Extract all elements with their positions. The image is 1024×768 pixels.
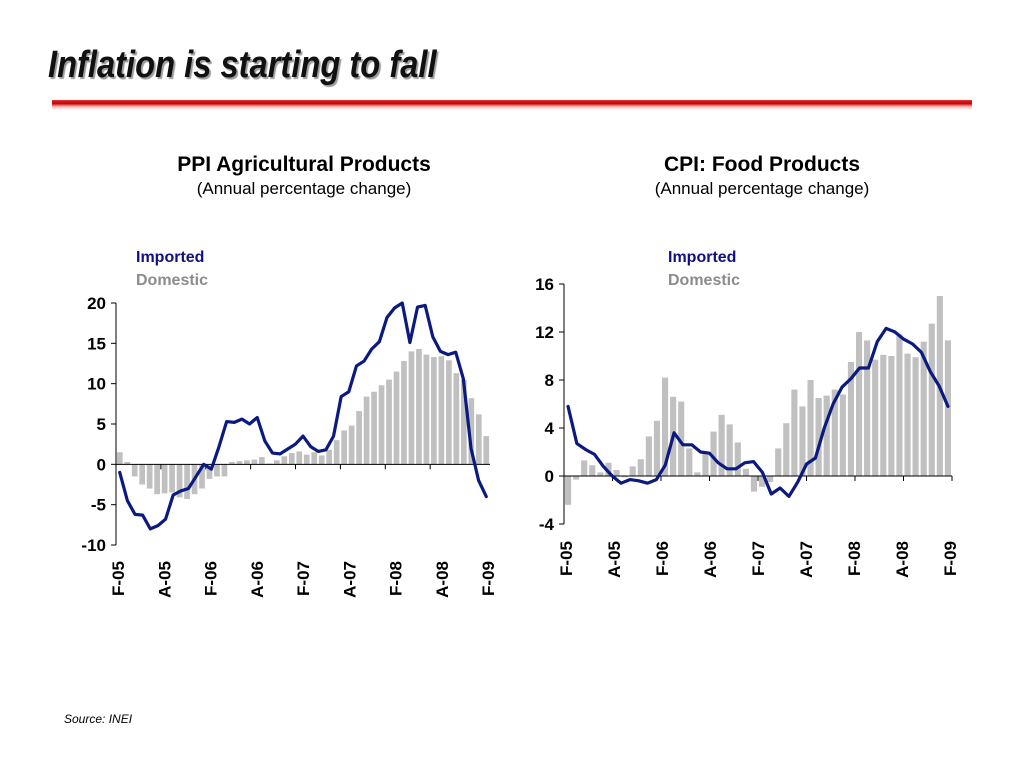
ppi-legend: Imported Domestic: [136, 246, 208, 292]
ppi-domestic-bar: [326, 449, 333, 465]
ppi-x-tick-label: A-08: [433, 561, 452, 598]
ppi-legend-imported: Imported: [136, 249, 205, 266]
ppi-domestic-bar: [116, 452, 123, 465]
ppi-domestic-bar: [139, 464, 146, 485]
ppi-x-tick-label: F-06: [202, 561, 221, 596]
ppi-domestic-bar: [161, 464, 168, 494]
title-rule: [52, 100, 972, 110]
ppi-domestic-bar: [483, 436, 490, 465]
ppi-domestic-bar: [431, 357, 437, 465]
ppi-domestic-bar: [206, 464, 213, 479]
ppi-x-tick-label: A-07: [340, 561, 359, 598]
slide-title: Inflation is starting to fall: [48, 44, 437, 86]
ppi-domestic-bar: [386, 379, 392, 465]
ppi-x-tick-label: F-08: [387, 561, 406, 596]
ppi-domestic-bar: [311, 452, 318, 465]
ppi-domestic-bar: [446, 360, 452, 465]
ppi-domestic-bar: [475, 414, 482, 465]
ppi-imported-line: [118, 301, 488, 531]
ppi-x-tick-label: A-05: [155, 561, 174, 598]
ppi-domestic-bar: [131, 464, 138, 477]
ppi-domestic-bar: [146, 464, 153, 489]
ppi-legend-domestic: Domestic: [136, 272, 209, 289]
ppi-y-tick-label: 10: [87, 375, 106, 394]
ppi-domestic-bar: [229, 461, 235, 465]
ppi-domestic-bar: [288, 453, 295, 465]
source-note: Source: INEI: [64, 712, 133, 726]
ppi-domestic-bar: [318, 455, 325, 465]
ppi-y-tick-label: -10: [81, 536, 106, 555]
ppi-x-tick-label: A-06: [248, 561, 267, 598]
ppi-domestic-bar: [169, 464, 175, 493]
ppi-x-tick-label: F-07: [294, 561, 313, 596]
ppi-domestic-bar: [356, 411, 362, 465]
ppi-domestic-bar: [341, 430, 347, 465]
cpi-chart-heading: CPI: Food Products (Annual percentage ch…: [562, 152, 962, 200]
ppi-domestic-bar: [281, 456, 288, 465]
ppi-domestic-bar: [460, 379, 467, 465]
ppi-domestic-bar: [244, 460, 250, 465]
ppi-domestic-bar: [468, 398, 475, 465]
ppi-domestic-bar: [296, 451, 303, 465]
cpi-legend: Imported Domestic: [668, 246, 740, 292]
ppi-domestic-bar: [378, 385, 385, 465]
ppi-domestic-bar: [184, 464, 190, 500]
cpi-chart-subtitle: (Annual percentage change): [654, 179, 870, 198]
ppi-domestic-bar: [438, 356, 445, 465]
ppi-domestic-bar: [199, 464, 205, 489]
ppi-domestic-bar: [259, 457, 265, 465]
ppi-domestic-bar: [453, 373, 460, 465]
ppi-domestic-bar: [363, 396, 370, 465]
ppi-domestic-bar: [251, 459, 258, 465]
ppi-domestic-bar: [124, 461, 131, 465]
ppi-chart-subtitle: (Annual percentage change): [196, 179, 412, 198]
ppi-domestic-bar: [273, 460, 280, 465]
ppi-domestic-bar: [348, 425, 355, 465]
ppi-y-tick-label: -5: [91, 496, 106, 515]
ppi-domestic-bar: [176, 464, 183, 498]
ppi-domestic-bar: [423, 354, 430, 465]
ppi-domestic-bar: [401, 361, 407, 465]
ppi-domestic-bar: [408, 351, 415, 465]
ppi-domestic-bar: [236, 461, 243, 465]
ppi-x-tick-label: F-09: [479, 561, 498, 596]
ppi-domestic-bar: [333, 440, 340, 465]
ppi-domestic-bar: [303, 454, 310, 465]
ppi-chart-heading: PPI Agricultural Products (Annual percen…: [104, 152, 504, 200]
cpi-legend-imported: Imported: [668, 249, 737, 266]
ppi-y-tick-label: 15: [87, 334, 106, 353]
ppi-domestic-bar: [371, 391, 377, 465]
ppi-domestic-bar: [221, 464, 228, 477]
ppi-domestic-bar: [393, 371, 400, 465]
ppi-domestic-bar: [154, 464, 160, 495]
ppi-domestic-bar: [214, 464, 220, 477]
ppi-x-tick-label: F-05: [109, 561, 128, 596]
ppi-y-tick-label: 5: [97, 415, 106, 434]
ppi-y-tick-label: 0: [97, 455, 106, 474]
ppi-y-tick-label: 20: [87, 294, 106, 313]
ppi-domestic-bar: [416, 348, 422, 465]
ppi-chart-title: PPI Agricultural Products: [177, 153, 431, 176]
cpi-chart-title: CPI: Food Products: [664, 153, 860, 176]
cpi-legend-domestic: Domestic: [668, 272, 741, 289]
